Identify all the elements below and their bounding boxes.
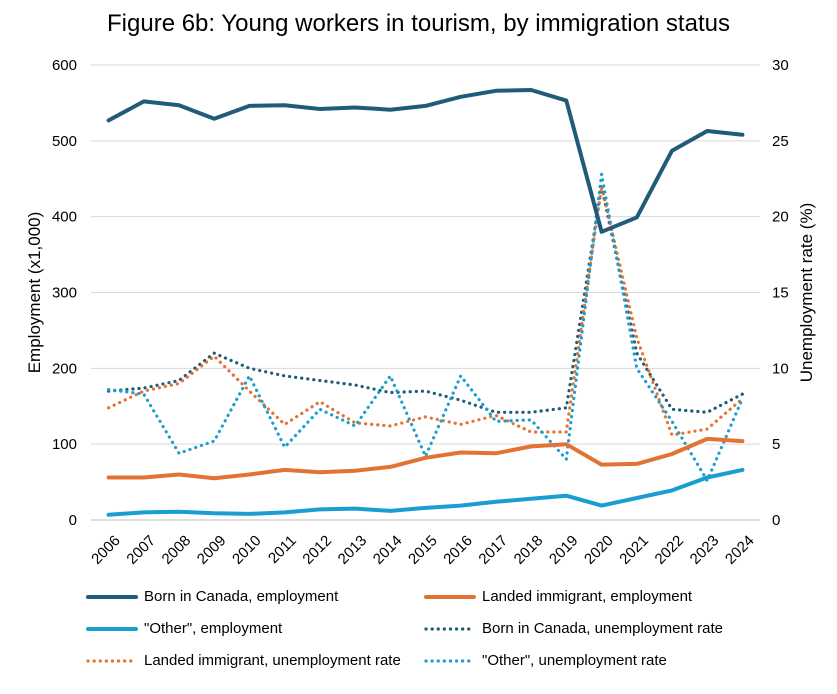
y2-tick-label: 30 <box>772 57 789 74</box>
y-tick-label: 400 <box>52 209 77 226</box>
y-tick-label: 500 <box>52 133 77 150</box>
y-tick-label: 100 <box>52 436 77 453</box>
legend-item: Landed immigrant, unemployment rate <box>86 652 401 669</box>
legend-label: Landed immigrant, employment <box>482 588 693 605</box>
legend-item: Born in Canada, employment <box>86 588 338 605</box>
legend-swatch <box>424 626 476 631</box>
y2-tick-label: 20 <box>772 209 789 226</box>
series-line-4 <box>106 184 745 437</box>
x-tick-label: 2018 <box>511 532 547 568</box>
chart-title: Figure 6b: Young workers in tourism, by … <box>107 10 730 37</box>
y2-tick-label: 15 <box>772 285 789 302</box>
legend-item: "Other", employment <box>86 620 282 637</box>
legend-label: Born in Canada, employment <box>144 588 339 605</box>
legend-label: Born in Canada, unemployment rate <box>482 620 723 637</box>
x-tick-label: 2010 <box>229 532 265 568</box>
legend-item: "Other", unemployment rate <box>424 652 667 669</box>
series-line-0 <box>106 88 745 234</box>
legend-swatch <box>86 626 138 631</box>
legend-label: Landed immigrant, unemployment rate <box>144 652 401 669</box>
legend-swatch <box>424 658 476 663</box>
series-line-1 <box>106 436 745 481</box>
x-tick-label: 2015 <box>405 532 441 568</box>
series-line-3 <box>106 184 745 414</box>
y2-axis-label: Unemployment rate (%) <box>797 203 816 383</box>
y-tick-label: 600 <box>52 57 77 74</box>
grid-lines <box>91 64 760 521</box>
x-tick-label: 2019 <box>546 532 582 568</box>
x-tick-label: 2011 <box>265 532 300 567</box>
y2-tick-label: 25 <box>772 133 789 150</box>
x-tick-label: 2013 <box>335 532 371 568</box>
x-tick-label: 2016 <box>440 532 476 568</box>
x-tick-label: 2017 <box>475 532 511 568</box>
legend-label: "Other", employment <box>144 620 283 637</box>
legend-item: Landed immigrant, employment <box>424 588 692 605</box>
x-tick-label: 2007 <box>123 532 159 568</box>
x-tick-label: 2024 <box>722 532 758 568</box>
series-lines <box>106 88 745 517</box>
y-tick-label: 300 <box>52 285 77 302</box>
x-tick-label: 2021 <box>616 532 652 568</box>
legend-swatch <box>86 658 138 663</box>
legend-item: Born in Canada, unemployment rate <box>424 620 723 637</box>
chart-legend: Born in Canada, employment Landed immigra… <box>0 580 837 680</box>
x-tick-label: 2012 <box>299 532 335 568</box>
legend-label: "Other", unemployment rate <box>482 652 667 669</box>
legend-swatch <box>86 594 138 599</box>
legend-swatch <box>424 594 476 599</box>
series-line-2 <box>106 467 745 517</box>
y-axis-label: Employment (x1,000) <box>25 212 44 374</box>
y2-tick-label: 0 <box>772 512 780 529</box>
x-tick-label: 2023 <box>687 532 723 568</box>
x-tick-label: 2014 <box>370 532 406 568</box>
y2-tick-label: 5 <box>772 436 780 453</box>
y-tick-label: 0 <box>69 512 77 529</box>
y2-tick-label: 10 <box>772 360 789 377</box>
series-line-5 <box>106 172 745 483</box>
y-tick-label: 200 <box>52 360 77 377</box>
x-tick-label: 2008 <box>159 532 195 568</box>
x-tick-label: 2020 <box>581 532 617 568</box>
x-tick-label: 2006 <box>88 532 124 568</box>
x-tick-label: 2009 <box>194 532 230 568</box>
x-tick-label: 2022 <box>652 532 688 568</box>
